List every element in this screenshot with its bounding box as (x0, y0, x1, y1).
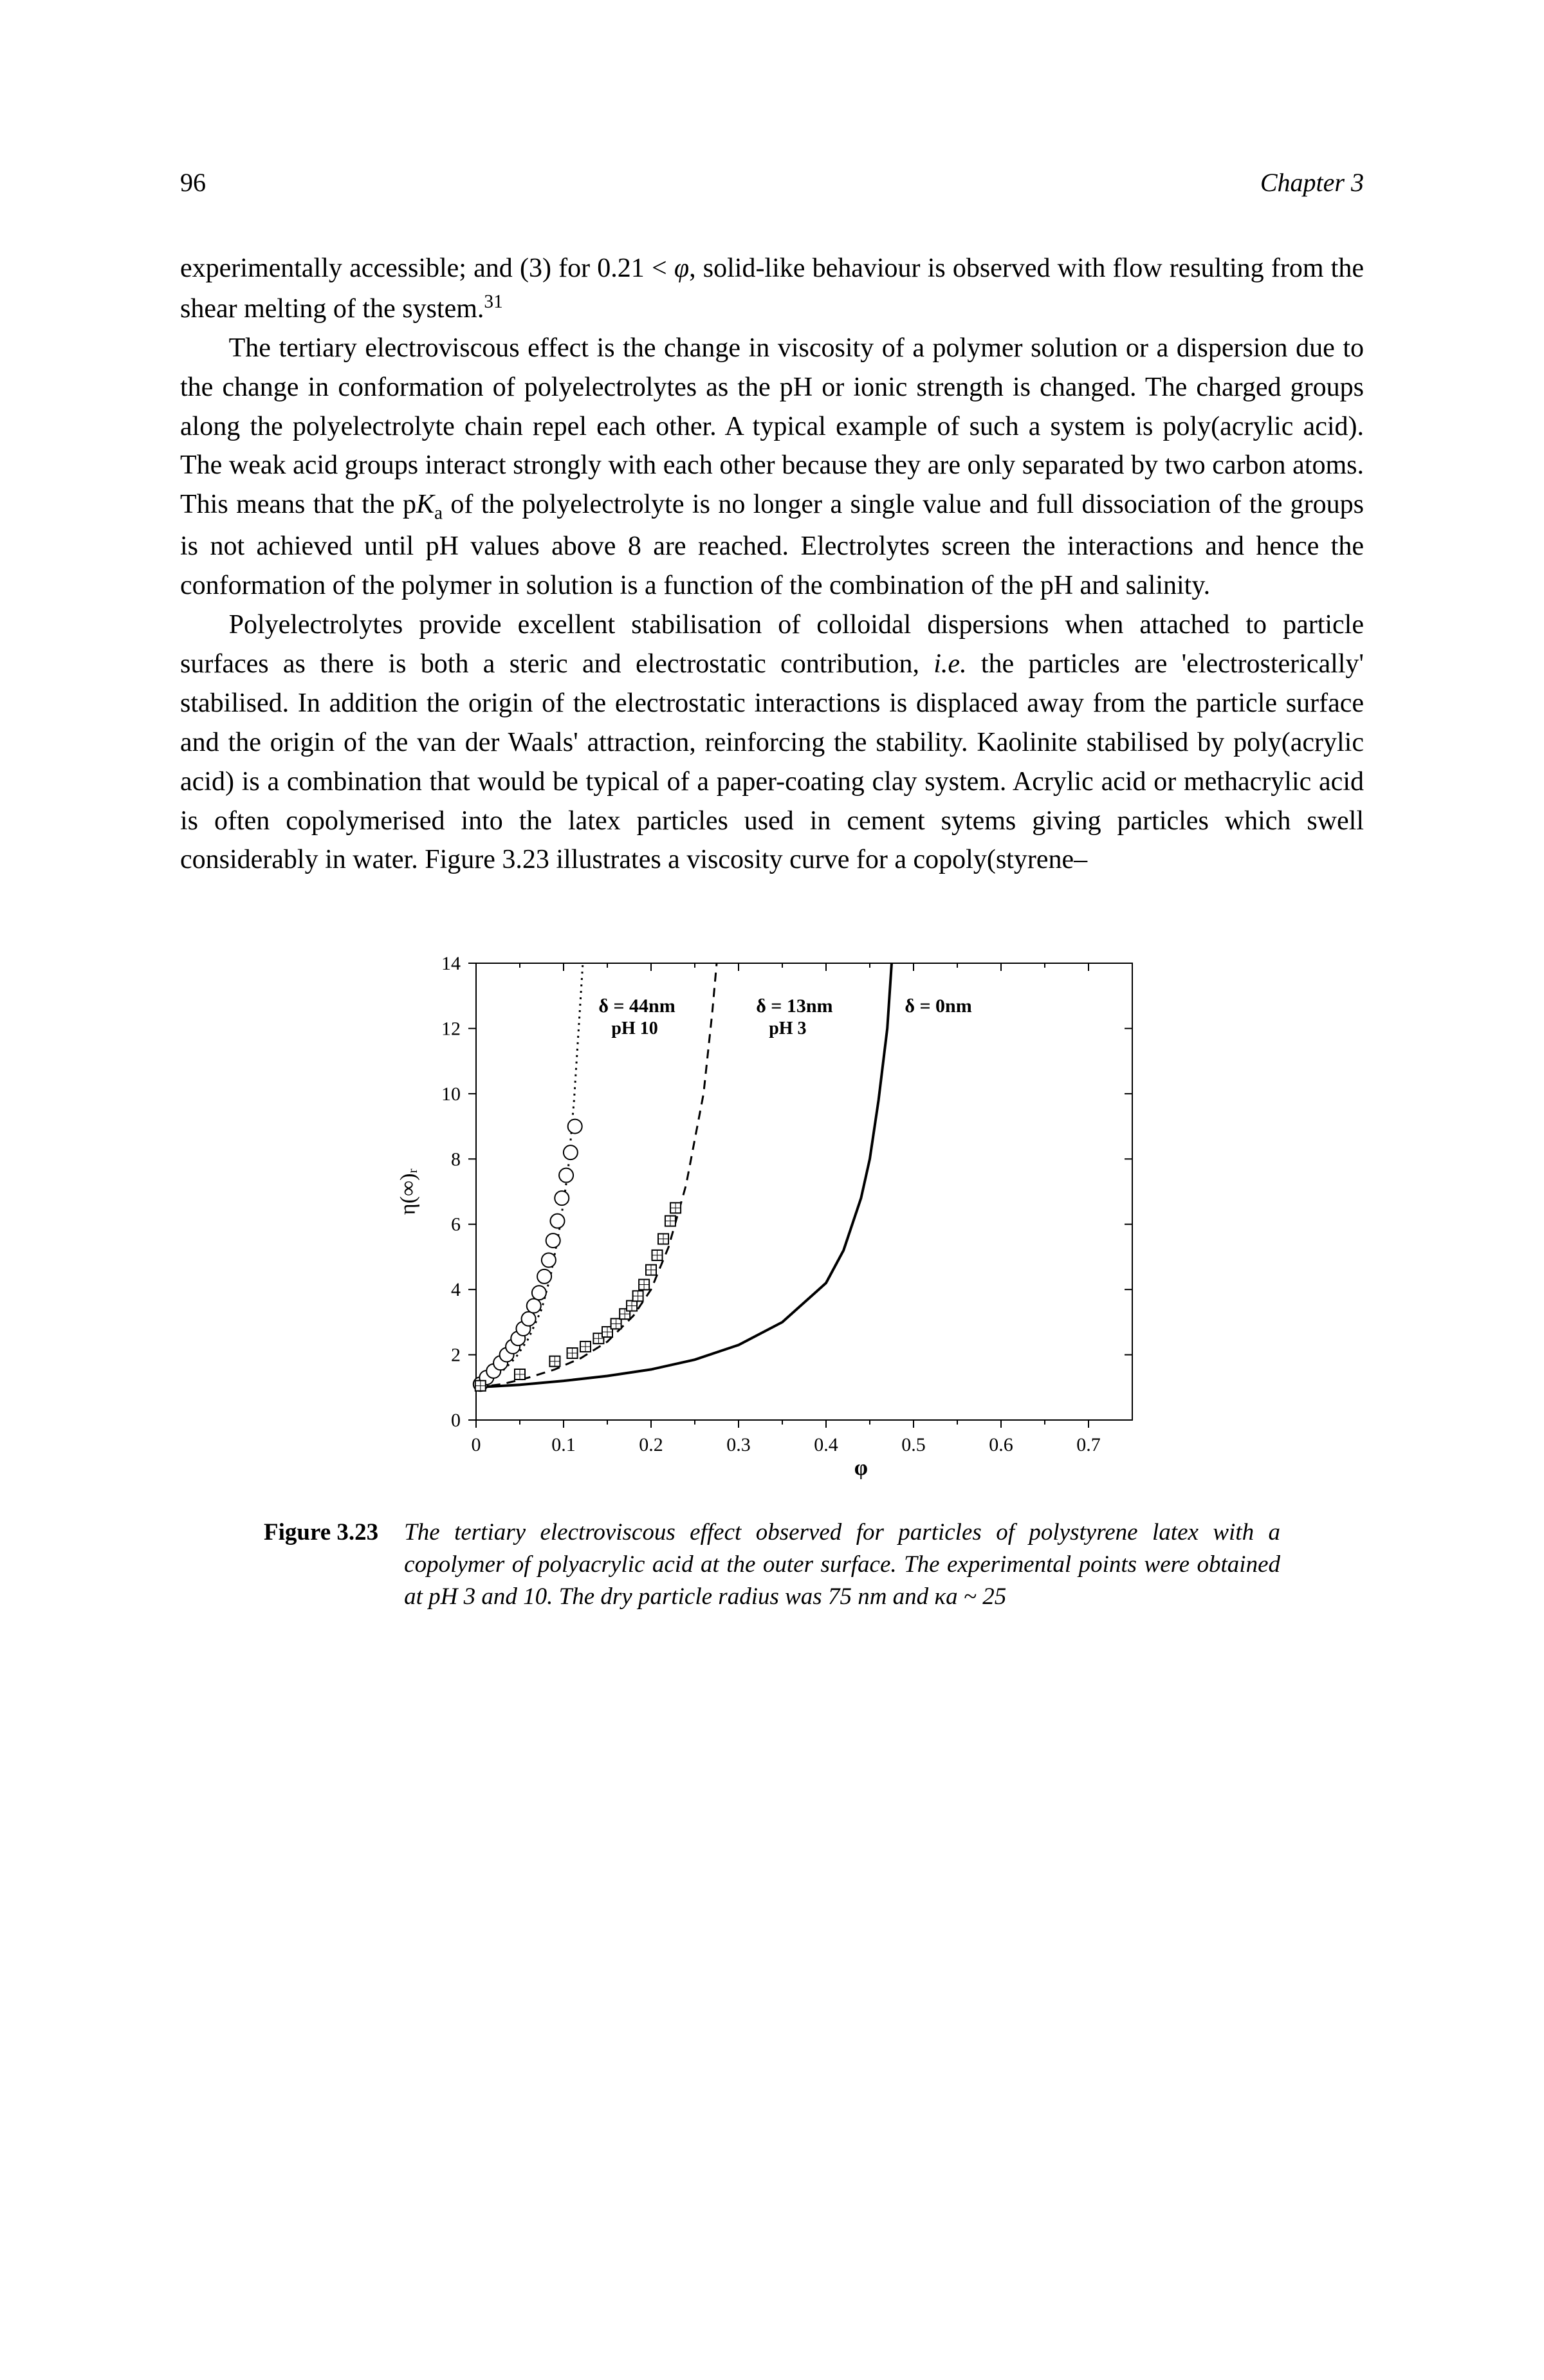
chapter-label: Chapter 3 (1260, 167, 1364, 198)
paragraph-1: experimentally accessible; and (3) for 0… (180, 249, 1364, 329)
svg-text:pH 10: pH 10 (611, 1019, 657, 1038)
p2-K: K (416, 490, 434, 519)
svg-text:0.6: 0.6 (989, 1434, 1013, 1455)
paragraph-2: The tertiary electroviscous effect is th… (180, 329, 1364, 605)
svg-text:0.2: 0.2 (639, 1434, 663, 1455)
svg-text:4: 4 (451, 1280, 461, 1301)
svg-text:0.1: 0.1 (551, 1434, 576, 1455)
svg-text:pH 3: pH 3 (769, 1019, 806, 1038)
svg-text:12: 12 (441, 1019, 461, 1040)
svg-text:δ = 13nm: δ = 13nm (756, 995, 832, 1017)
svg-text:6: 6 (451, 1214, 461, 1235)
page-number: 96 (180, 167, 206, 198)
p2-a: a (434, 503, 443, 524)
figure-label: Figure 3.23 (264, 1517, 378, 1613)
svg-text:0.7: 0.7 (1076, 1434, 1101, 1455)
paragraph-3: Polyelectrolytes provide excellent stabi… (180, 605, 1364, 880)
p3-text-b: the particles are 'electrosterically' st… (180, 649, 1364, 874)
viscosity-chart: 0 0.1 0.2 0.3 0.4 0.5 0.6 0.7 0 2 4 6 8 10 12 14 φ η(∞)ᵣ δ… (386, 944, 1158, 1497)
svg-text:0.5: 0.5 (901, 1434, 926, 1455)
svg-text:10: 10 (441, 1084, 461, 1105)
figure-caption: Figure 3.23 The tertiary electroviscous … (180, 1517, 1364, 1613)
svg-text:0.4: 0.4 (814, 1434, 838, 1455)
page-header: 96 Chapter 3 (180, 167, 1364, 198)
body-text: experimentally accessible; and (3) for 0… (180, 249, 1364, 880)
svg-text:14: 14 (441, 953, 461, 974)
p3-ie: i.e. (933, 649, 966, 679)
svg-text:2: 2 (451, 1345, 461, 1366)
svg-text:8: 8 (451, 1149, 461, 1170)
svg-text:0: 0 (472, 1434, 481, 1455)
figure-container: 0 0.1 0.2 0.3 0.4 0.5 0.6 0.7 0 2 4 6 8 10 12 14 φ η(∞)ᵣ δ… (180, 944, 1364, 1613)
svg-text:δ = 44nm: δ = 44nm (598, 995, 675, 1017)
svg-text:0: 0 (451, 1410, 461, 1431)
svg-text:φ: φ (854, 1456, 868, 1480)
p1-text-a: experimentally accessible; and (3) for 0… (180, 254, 674, 283)
svg-text:δ = 0nm: δ = 0nm (905, 995, 971, 1017)
svg-text:0.3: 0.3 (726, 1434, 751, 1455)
figure-caption-text: The tertiary electroviscous effect obser… (404, 1517, 1280, 1613)
svg-text:η(∞)ᵣ: η(∞)ᵣ (396, 1168, 420, 1215)
p1-ref: 31 (484, 291, 502, 312)
p1-phi: φ (674, 254, 689, 283)
